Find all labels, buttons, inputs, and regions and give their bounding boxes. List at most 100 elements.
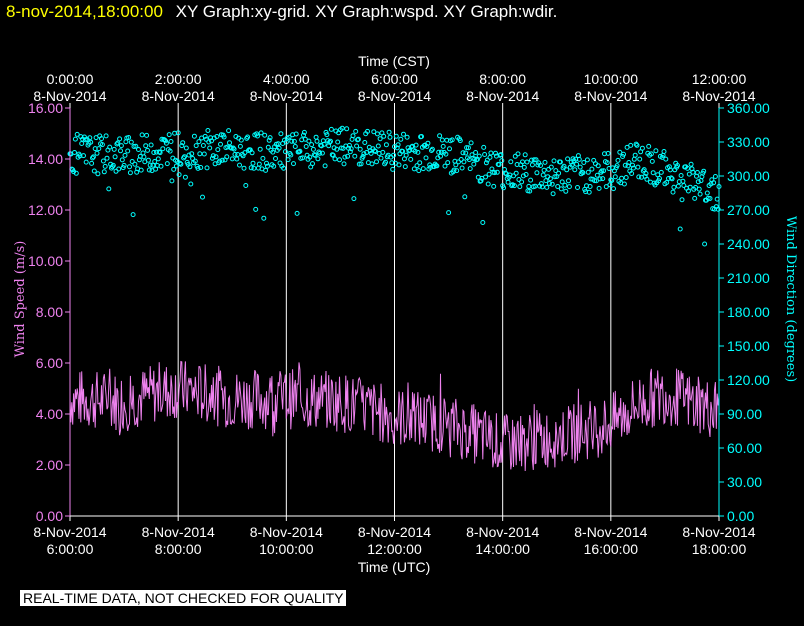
wind-direction-point (419, 134, 424, 139)
top-tick-date: 8-Nov-2014 (33, 88, 106, 104)
wind-direction-point (306, 138, 312, 144)
wind-direction-point (383, 159, 388, 165)
wind-direction-point (401, 131, 406, 137)
wind-direction-point (607, 182, 613, 188)
wind-direction-point (511, 173, 516, 179)
wind-direction-point (168, 139, 174, 144)
wind-direction-point (263, 167, 269, 173)
wind-direction-point (260, 155, 266, 161)
wind-direction-point (374, 131, 380, 137)
wind-direction-point (224, 154, 230, 160)
wind-direction-point (670, 189, 676, 195)
wind-direction-point (143, 143, 149, 149)
wind-direction-point (547, 181, 552, 186)
wind-direction-point (353, 128, 359, 134)
wind-direction-point (690, 169, 696, 175)
bottom-tick-time: 12:00:00 (367, 541, 422, 557)
wind-direction-point (400, 148, 406, 154)
wind-direction-point (250, 160, 256, 166)
wind-direction-point (198, 165, 204, 170)
wind-direction-point (685, 188, 691, 194)
wind-direction-point (361, 151, 367, 157)
wind-direction-point (248, 165, 254, 171)
wind-direction-point (182, 154, 187, 160)
wind-direction-point (88, 139, 94, 145)
wind-direction-point (267, 135, 273, 141)
wind-direction-point (478, 178, 484, 184)
wind-direction-point (374, 159, 379, 165)
wind-direction-point (319, 150, 325, 156)
wind-direction-point (207, 145, 213, 151)
wind-direction-point (666, 164, 672, 170)
wind-direction-point (334, 146, 340, 152)
wind-direction-point (350, 133, 356, 139)
wind-direction-point (249, 150, 255, 156)
wind-direction-point (375, 143, 381, 149)
wind-direction-point (533, 157, 539, 163)
wind-direction-point (465, 145, 471, 151)
wind-direction-point (335, 139, 341, 145)
wind-direction-point (423, 155, 429, 161)
wind-direction-point (442, 163, 448, 169)
top-tick-date: 8-Nov-2014 (358, 88, 431, 104)
wind-speed-line (69, 360, 720, 472)
wind-direction-point (650, 170, 656, 176)
wind-direction-series (67, 125, 722, 247)
wind-direction-point (643, 171, 649, 176)
wind-direction-point (671, 184, 677, 190)
right-tick-label: 60.00 (727, 440, 762, 456)
wind-direction-point (188, 181, 194, 187)
top-tick-date: 8-Nov-2014 (682, 88, 755, 104)
wind-direction-point (354, 143, 360, 149)
wind-direction-point (580, 170, 586, 176)
wind-direction-point (462, 194, 468, 200)
wind-direction-point (592, 178, 598, 184)
wind-direction-point (657, 176, 662, 181)
wind-direction-point (675, 183, 681, 189)
wind-direction-point (629, 171, 635, 176)
wind-direction-point (586, 189, 592, 195)
wind-direction-point (463, 150, 469, 156)
wind-direction-point (454, 168, 460, 174)
wind-direction-point (486, 171, 492, 177)
wind-direction-point (122, 152, 128, 158)
top-tick-time: 10:00:00 (584, 71, 639, 87)
wind-direction-point (508, 159, 514, 165)
bottom-tick-time: 10:00:00 (259, 541, 314, 557)
wind-direction-point (310, 146, 316, 152)
wind-direction-point (175, 130, 181, 136)
wind-direction-point (166, 132, 172, 138)
wind-direction-point (286, 134, 292, 140)
bottom-tick-time: 6:00:00 (47, 541, 94, 557)
title-timestamp: 8-nov-2014,18:00:00 (6, 2, 163, 21)
wind-direction-point (543, 178, 549, 184)
right-tick-label: 180.00 (727, 304, 770, 320)
wind-direction-point (140, 150, 146, 156)
wind-direction-point (615, 157, 621, 163)
wind-direction-point (420, 166, 426, 172)
wind-direction-point (230, 145, 236, 151)
wind-direction-point (646, 143, 652, 149)
wind-direction-point (498, 152, 504, 158)
wind-direction-point (461, 159, 467, 165)
wind-direction-point (158, 163, 164, 169)
wind-direction-point (626, 160, 632, 165)
wind-direction-point (317, 150, 323, 156)
wind-direction-point (496, 162, 502, 168)
wind-direction-point (630, 165, 636, 171)
wind-direction-point (661, 149, 667, 154)
top-tick-time: 2:00:00 (155, 71, 202, 87)
wind-direction-point (688, 161, 694, 167)
wind-direction-point (294, 210, 300, 216)
wind-direction-point (585, 169, 591, 175)
wind-direction-point (668, 175, 674, 181)
wind-direction-point (604, 160, 610, 166)
wind-direction-point (226, 128, 232, 134)
wind-direction-point (519, 179, 525, 185)
wind-direction-point (151, 150, 157, 155)
wind-direction-point (243, 183, 249, 188)
wind-direction-point (275, 141, 281, 147)
top-tick-time: 0:00:00 (47, 71, 94, 87)
wind-direction-point (711, 180, 717, 186)
wind-direction-point (460, 150, 466, 156)
